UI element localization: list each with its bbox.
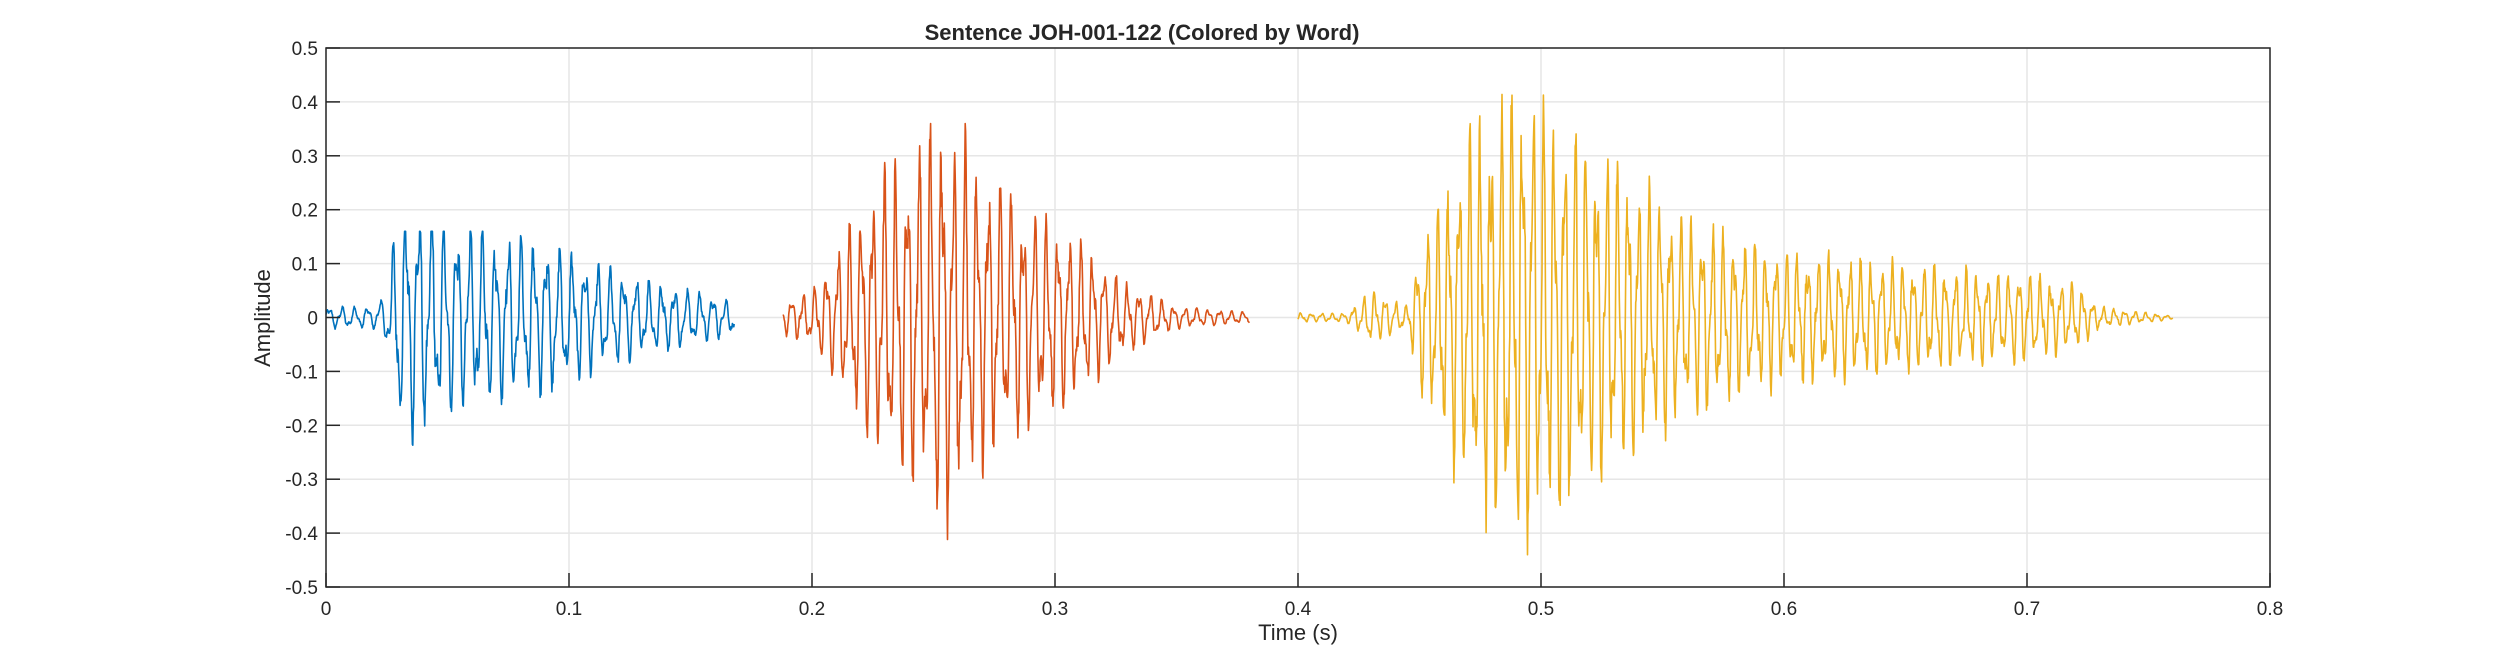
x-tick-label: 0.1 xyxy=(556,599,582,620)
word-waveform-3 xyxy=(1297,93,2174,556)
y-tick-label: -0.3 xyxy=(285,470,318,491)
x-axis-label: Time (s) xyxy=(1258,620,1338,645)
y-tick-label: -0.2 xyxy=(285,416,318,437)
y-axis-label: Amplitude xyxy=(250,269,275,367)
word-waveforms xyxy=(325,93,2174,556)
y-tick-label: -0.4 xyxy=(285,524,318,545)
y-tick-label: -0.1 xyxy=(285,362,318,383)
y-axis-ticks: -0.5 -0.4 -0.3 -0.2 -0.1 0 0.1 0.2 0.3 0.4 0.5 xyxy=(285,39,340,599)
y-tick-label: -0.5 xyxy=(285,578,318,599)
x-tick-label: 0.6 xyxy=(1771,599,1797,620)
x-tick-label: 0.3 xyxy=(1042,599,1068,620)
x-tick-label: 0 xyxy=(321,599,332,620)
y-tick-label: 0.3 xyxy=(292,147,318,168)
x-tick-label: 0.4 xyxy=(1285,599,1312,620)
y-tick-label: 0.4 xyxy=(292,93,319,114)
word-waveform-2 xyxy=(782,122,1251,541)
x-tick-label: 0.7 xyxy=(2014,599,2040,620)
x-tick-label: 0.5 xyxy=(1528,599,1554,620)
word-waveform-1 xyxy=(325,230,735,446)
y-tick-label: 0 xyxy=(307,309,318,330)
chart-title: Sentence JOH-001-122 (Colored by Word) xyxy=(925,20,1360,45)
grid-lines xyxy=(325,47,2271,588)
y-tick-label: 0.2 xyxy=(292,201,318,222)
x-axis-ticks: 0 0.1 0.2 0.3 0.4 0.5 0.6 0.7 0.8 xyxy=(321,573,2283,620)
x-tick-label: 0.2 xyxy=(799,599,825,620)
x-tick-label: 0.8 xyxy=(2257,599,2283,620)
y-tick-label: 0.1 xyxy=(292,255,318,276)
y-tick-label: 0.5 xyxy=(292,39,318,60)
